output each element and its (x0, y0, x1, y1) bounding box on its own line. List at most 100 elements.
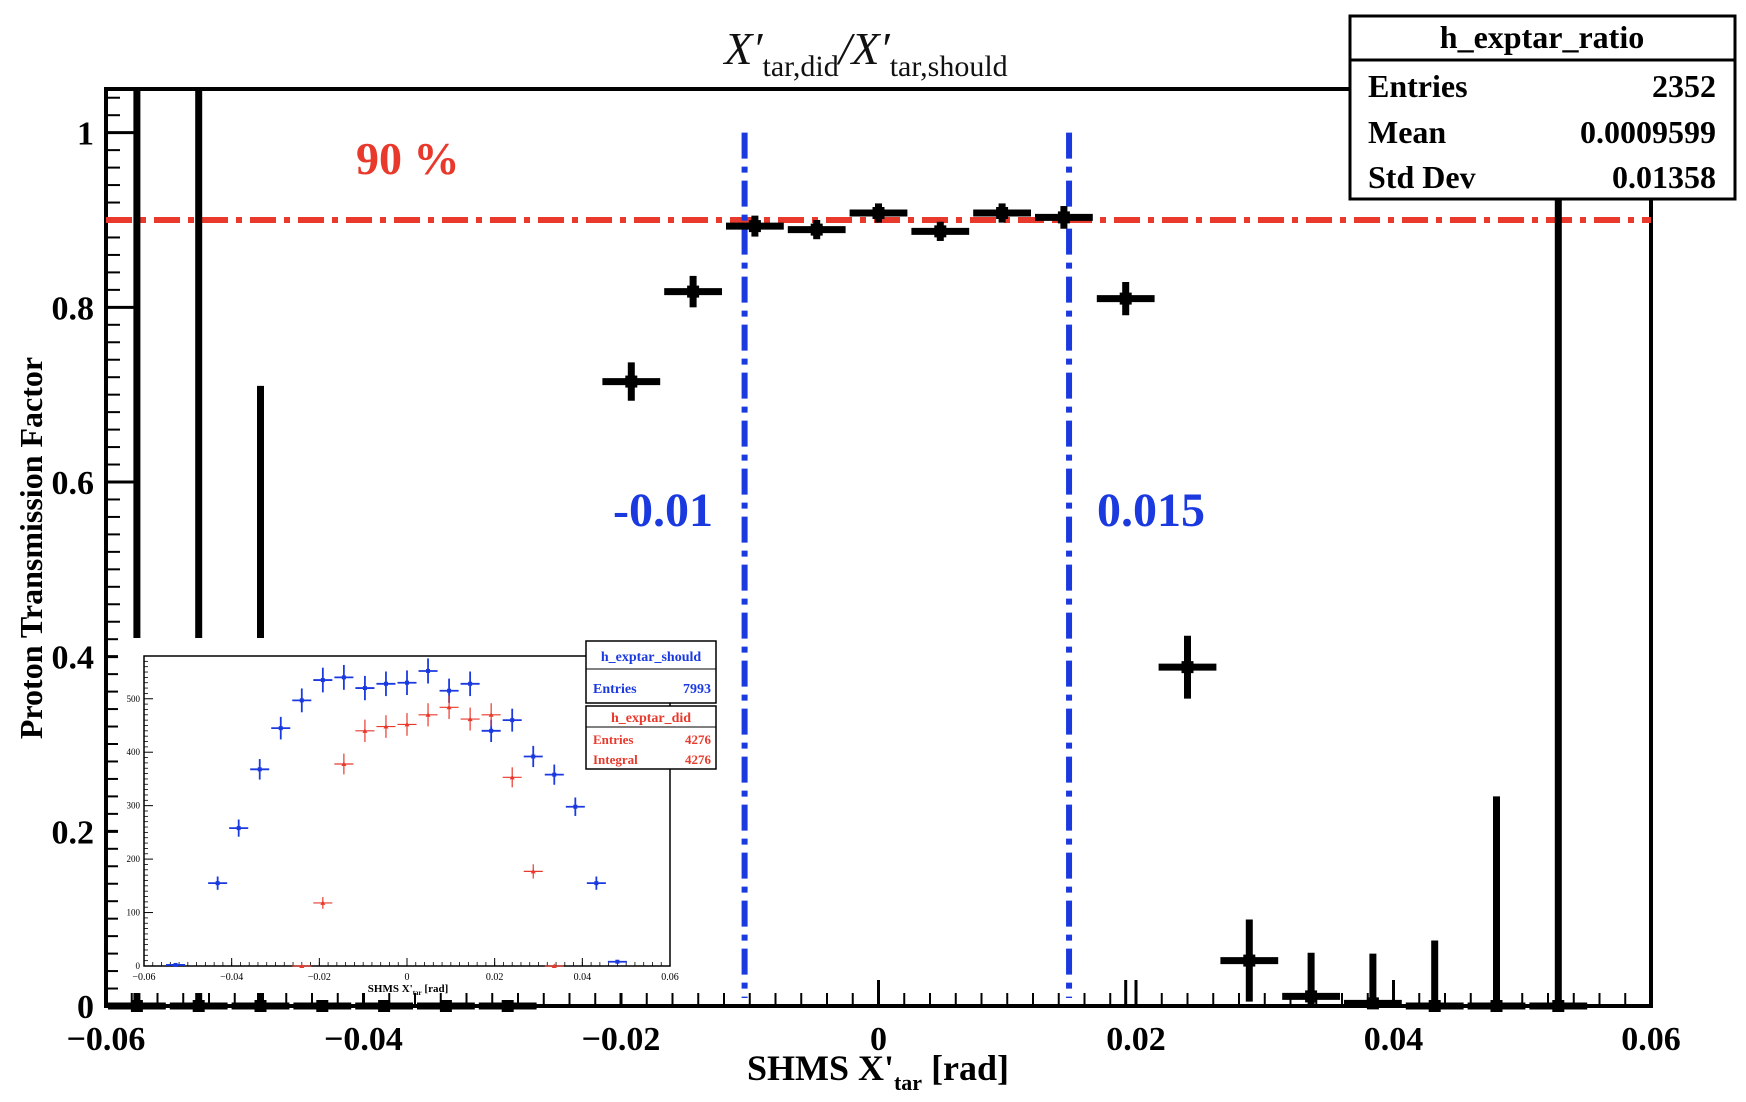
inset-marker (341, 761, 347, 766)
inset-point (313, 897, 333, 909)
inset-marker (530, 868, 536, 874)
inset-axis-ticks: −0.06 −0.04 −0.02 0 0.02 0.04 0.06 0 100 200 300 40… (127, 660, 679, 983)
inset-point (502, 767, 522, 788)
inset-point (292, 688, 312, 713)
x-tick-label: 0.02 (1106, 1021, 1166, 1058)
marker (1119, 292, 1132, 305)
inset-point (586, 876, 606, 890)
ratio-point (664, 275, 722, 308)
inset-point (313, 667, 333, 693)
stats-label: Entries (1368, 68, 1468, 104)
ratio-point (726, 215, 784, 237)
inset-marker (383, 724, 389, 729)
stats-title: h_exptar_ratio (1440, 19, 1644, 55)
inset-marker (299, 963, 305, 968)
inset-point (334, 664, 354, 690)
inset-x-axis-label: SHMS X'tar [rad] (368, 983, 448, 997)
inset-marker (404, 721, 410, 727)
ratio-point (1529, 89, 1588, 1012)
marker (872, 207, 885, 220)
inset-point (292, 963, 312, 968)
inset-y-tick-label: 100 (127, 908, 141, 918)
marker (934, 225, 947, 238)
marker (192, 1000, 205, 1012)
marker (1366, 997, 1379, 1010)
inset-point (397, 670, 417, 696)
marker (254, 1000, 267, 1012)
inset-point (397, 713, 417, 736)
x-tick-label: 0.06 (1621, 1021, 1681, 1058)
inset-marker (173, 962, 178, 967)
inset-point (460, 707, 480, 731)
marker (810, 223, 823, 236)
inset-point (376, 715, 396, 738)
ratio-point (849, 203, 908, 223)
marker (1181, 661, 1194, 674)
inset-stats-value: 7993 (683, 682, 711, 697)
marker (1243, 954, 1256, 967)
inset-stats-did: h_exptar_did Entries 4276 Integral 4276 (585, 705, 717, 770)
inset-point (355, 675, 375, 701)
marker (996, 207, 1009, 220)
stats-value: 0.01358 (1612, 159, 1716, 195)
inset-marker (320, 900, 326, 905)
marker (1490, 1000, 1503, 1012)
inset-marker (299, 698, 304, 703)
inset-marker (615, 959, 620, 964)
inset-series-did (292, 695, 564, 968)
marker (130, 1000, 143, 1012)
inset-point (418, 703, 438, 727)
inset-y-tick-label: 0 (136, 961, 141, 971)
marker (439, 1000, 452, 1012)
ratio-point (1035, 206, 1093, 229)
ratio-point (1467, 796, 1526, 1012)
inset-series-should (166, 658, 627, 967)
inset-marker (447, 688, 452, 693)
marker (316, 1000, 329, 1012)
marker (501, 1000, 514, 1012)
marker (625, 375, 638, 388)
inset-point (523, 864, 543, 879)
ratio-point (602, 362, 661, 401)
inset-marker (383, 681, 388, 686)
inset-marker (573, 804, 578, 809)
inset-stats-title: h_exptar_should (601, 650, 702, 665)
ratio-point (911, 221, 970, 241)
inset-stats-should: h_exptar_should Entries 7993 (585, 640, 717, 704)
inset-marker (362, 728, 368, 733)
chart-title: X′tar,did/X′tar,should (722, 23, 1007, 83)
x-tick-label: −0.06 (67, 1021, 146, 1058)
stats-label: Std Dev (1368, 159, 1476, 195)
y-tick-label: 0.8 (52, 290, 95, 327)
inset-point (523, 745, 543, 768)
inset-point (250, 759, 270, 780)
ratio-point (1158, 635, 1217, 699)
y-tick-label: 0 (77, 989, 94, 1026)
inset-point (607, 959, 627, 964)
y-tick-label: 0.6 (52, 465, 95, 502)
ratio-point (293, 1000, 352, 1012)
inset-point (418, 658, 438, 684)
inset-marker (446, 704, 452, 710)
ratio-point (1220, 919, 1279, 1002)
inset-stats-value: 4276 (685, 732, 712, 747)
inset-stats-label: Integral (593, 752, 638, 767)
inset-point (565, 797, 585, 816)
inset-x-tick-label: 0.06 (661, 972, 679, 983)
stats-label: Mean (1368, 114, 1446, 150)
inset-point (439, 695, 459, 720)
inset-marker (320, 678, 325, 683)
inset-marker (257, 767, 262, 772)
inset-point (481, 703, 501, 727)
inset-points (166, 658, 627, 968)
inset-x-tick-label: 0.04 (574, 972, 592, 983)
inset-marker (489, 728, 494, 733)
inset-plot: −0.06 −0.04 −0.02 0 0.02 0.04 0.06 0 100 200 300 40… (118, 638, 717, 997)
x-tick-label: −0.04 (324, 1021, 403, 1058)
ratio-point (355, 1000, 413, 1012)
inset-marker (594, 881, 599, 886)
marker (748, 220, 761, 233)
inset-marker (405, 680, 409, 685)
inset-point (166, 962, 186, 967)
